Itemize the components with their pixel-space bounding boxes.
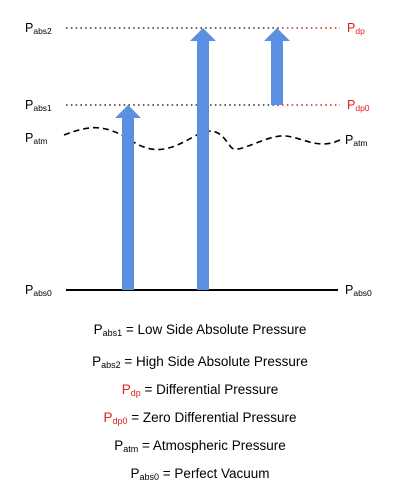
legend-item-abs2: Pabs2 = High Side Absolute Pressure [92, 354, 308, 370]
dp-arrow [264, 28, 290, 105]
abs2-arrow [190, 28, 216, 290]
abs1-left-label: Pabs1 [25, 98, 52, 113]
legend-item-dp0: Pdp0 = Zero Differential Pressure [103, 410, 297, 426]
abs0-right-label: Pabs0 [345, 283, 372, 298]
legend-item-abs1: Pabs1 = Low Side Absolute Pressure [93, 322, 307, 338]
legend-item-abs0: Pabs0 = Perfect Vacuum [130, 466, 270, 482]
dp-right-label: Pdp [347, 21, 365, 36]
dp0-right-label: Pdp0 [347, 98, 370, 113]
atm-left-label: Patm [25, 131, 48, 146]
abs1-arrow [115, 105, 141, 290]
abs2-left-label: Pabs2 [25, 21, 52, 36]
atm-wavy-line [63, 126, 341, 151]
atm-right-label: Patm [345, 133, 368, 148]
legend-item-dp: Pdp = Differential Pressure [121, 382, 279, 398]
diagram-canvas [63, 27, 341, 291]
abs0-left-label: Pabs0 [25, 283, 52, 298]
legend-item-atm: Patm = Atmospheric Pressure [114, 438, 286, 454]
